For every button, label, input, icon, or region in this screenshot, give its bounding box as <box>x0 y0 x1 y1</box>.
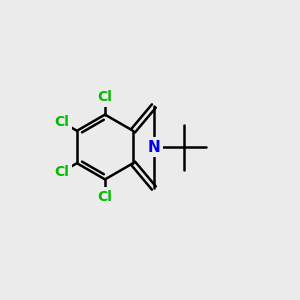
Text: Cl: Cl <box>54 115 69 129</box>
Text: Cl: Cl <box>54 115 69 129</box>
Text: Cl: Cl <box>98 90 112 104</box>
Text: Cl: Cl <box>54 165 69 179</box>
Text: Cl: Cl <box>98 190 112 204</box>
Text: Cl: Cl <box>98 190 112 204</box>
Text: N: N <box>148 140 160 154</box>
Text: N: N <box>148 140 160 154</box>
Text: Cl: Cl <box>54 165 69 179</box>
Text: Cl: Cl <box>98 90 112 104</box>
